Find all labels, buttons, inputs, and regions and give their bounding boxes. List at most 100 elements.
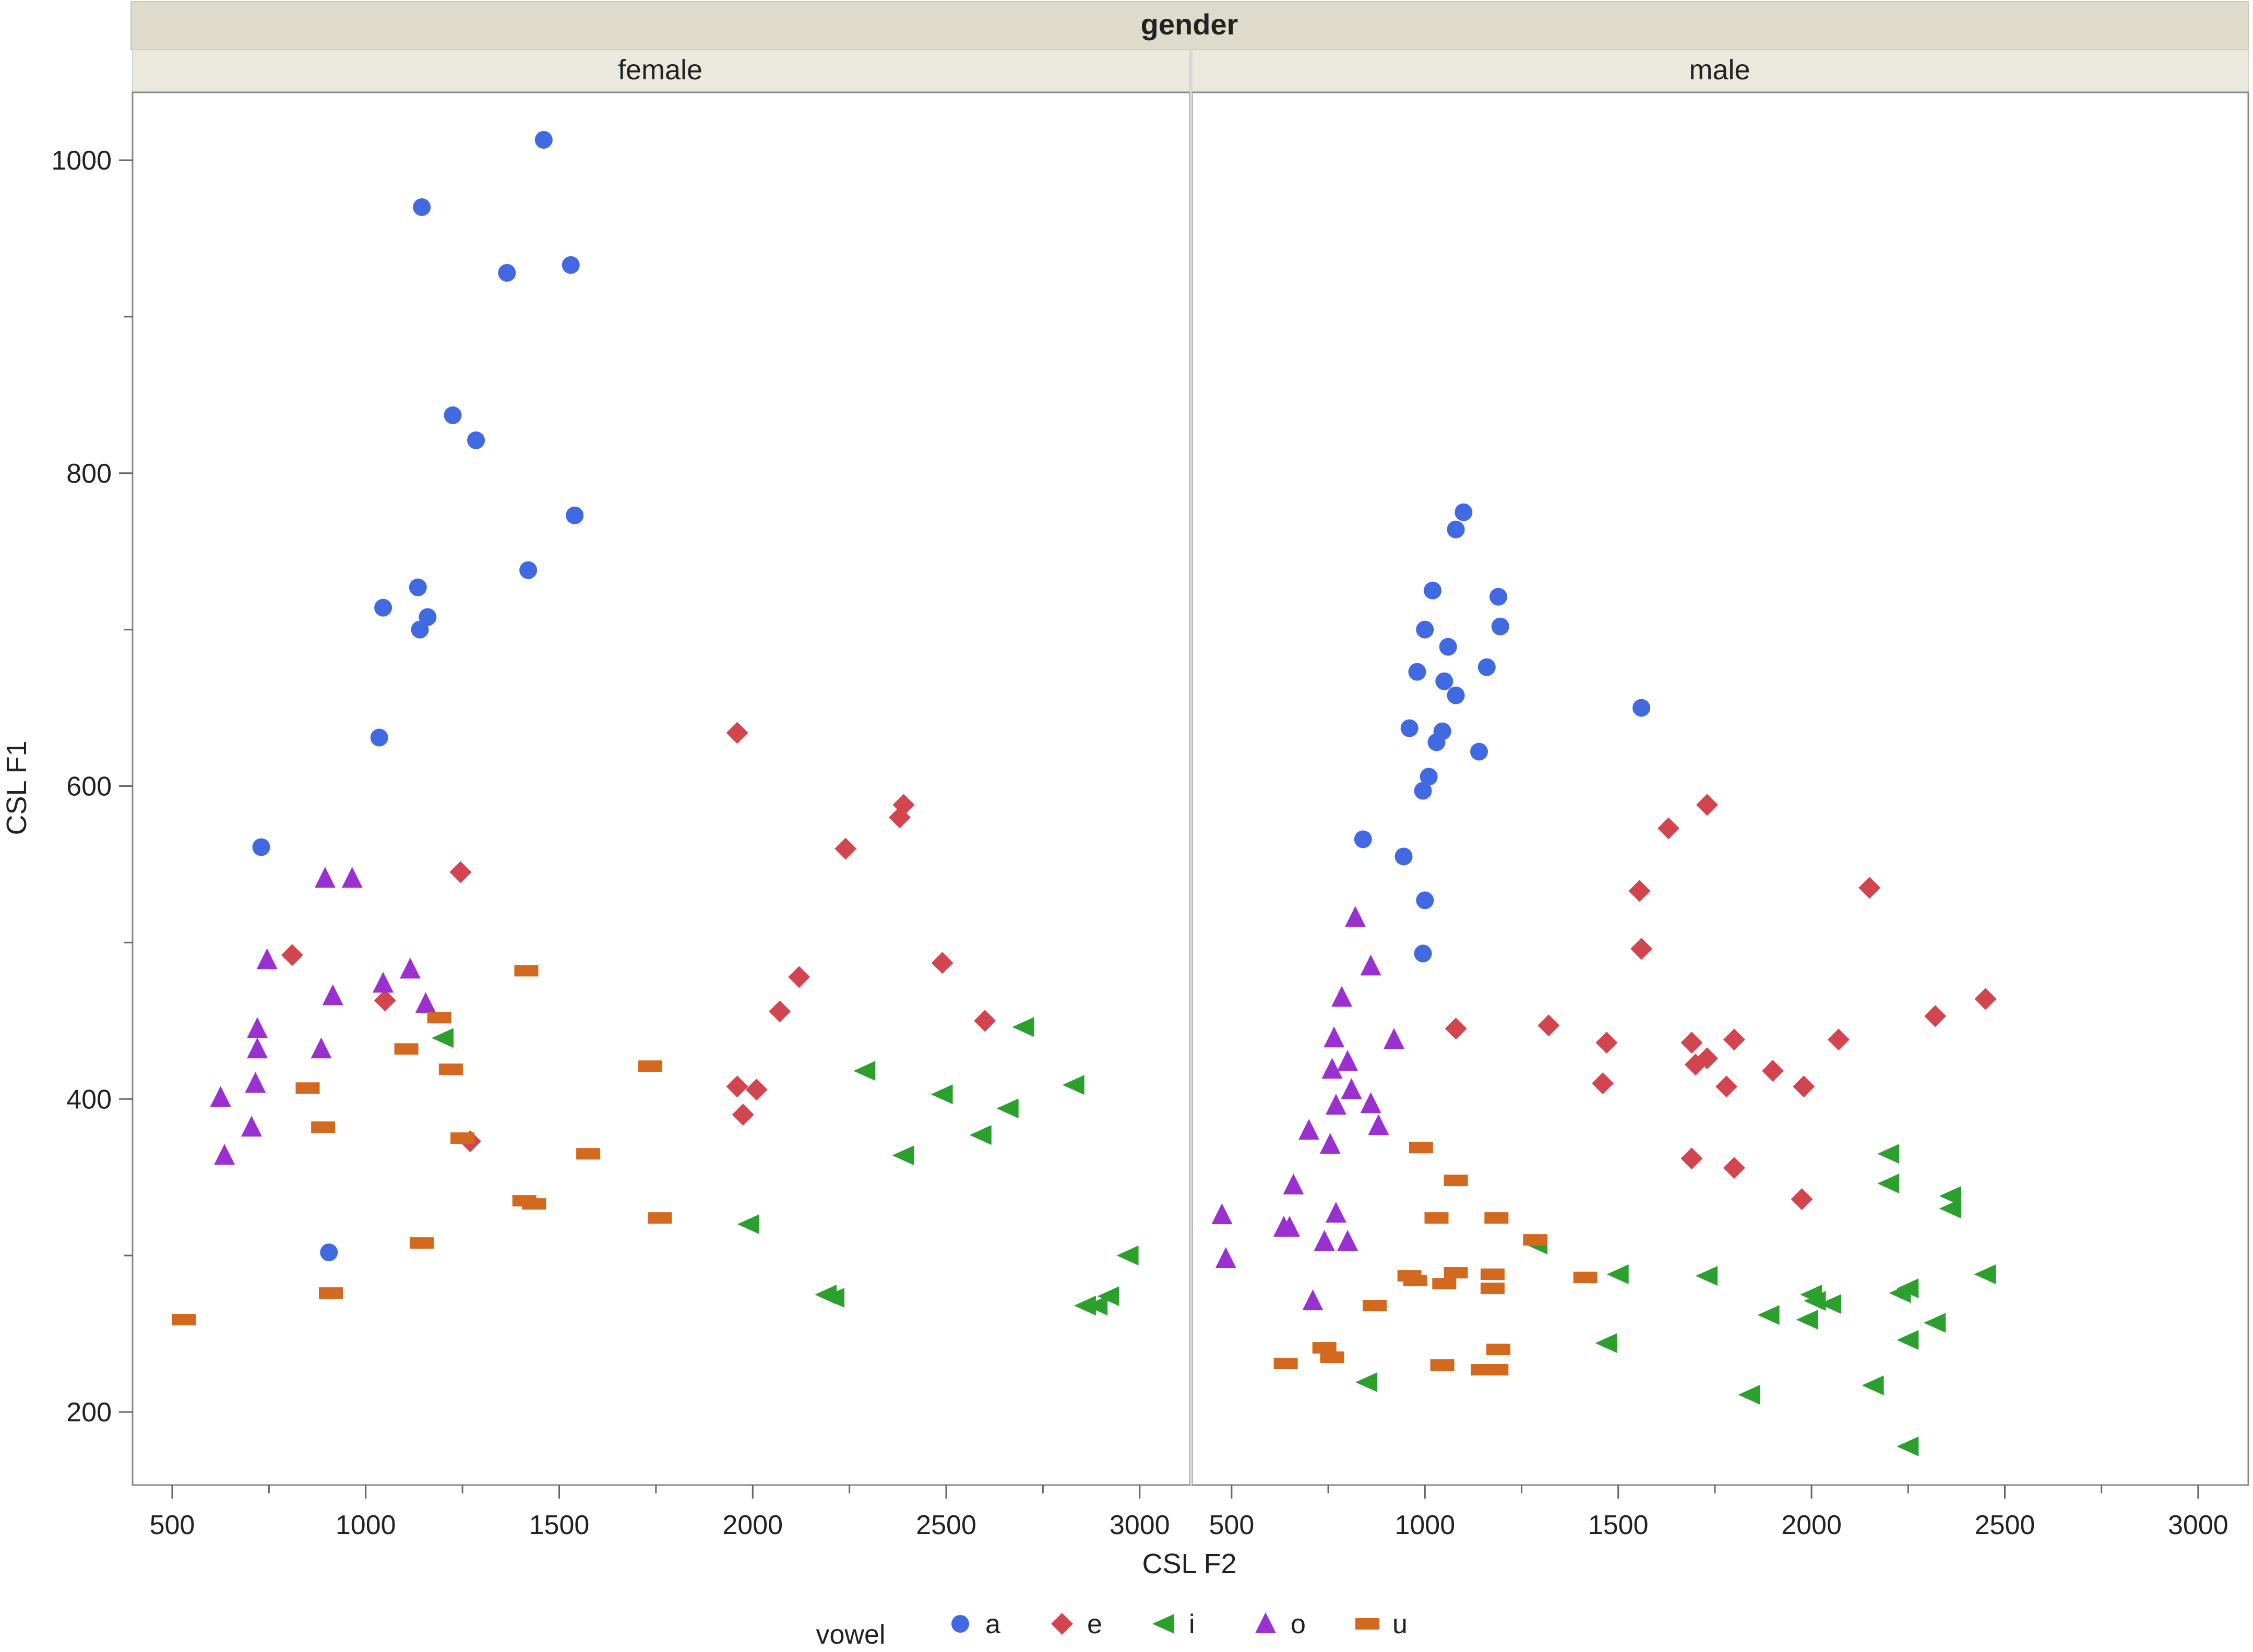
point-i-female <box>853 1061 876 1081</box>
point-e-female <box>374 989 396 1012</box>
x-tick-label: 500 <box>1209 1510 1255 1540</box>
point-o-female <box>341 867 363 888</box>
point-a-female <box>562 256 580 274</box>
plot-frame-male <box>1191 91 2249 1486</box>
point-e-female <box>788 966 810 988</box>
point-i-male <box>1877 1144 1900 1164</box>
point-u-female <box>311 1121 336 1133</box>
point-o-male <box>1360 954 1381 976</box>
point-i-male <box>1897 1330 1919 1350</box>
point-a-female <box>467 431 485 449</box>
point-e-male <box>1680 1147 1703 1170</box>
point-u-female <box>514 965 539 977</box>
point-i-female <box>1062 1075 1084 1095</box>
point-u-female <box>410 1237 434 1249</box>
point-e-female <box>745 1079 768 1101</box>
point-a-male <box>1632 699 1651 717</box>
point-u-male <box>1480 1283 1505 1295</box>
point-u-female <box>450 1132 475 1144</box>
point-o-male <box>1337 1230 1358 1251</box>
point-a-female <box>566 506 584 524</box>
point-o-male <box>1302 1289 1324 1311</box>
point-u-male <box>1484 1212 1509 1224</box>
point-i-male <box>1939 1199 1961 1219</box>
point-a-female <box>411 620 429 639</box>
point-u-female <box>576 1148 601 1160</box>
point-a-male <box>1354 830 1372 848</box>
legend-label-o: o <box>1291 1609 1306 1639</box>
point-i-male <box>1819 1294 1842 1314</box>
x-tick-label: 1000 <box>336 1510 396 1540</box>
point-o-male <box>1279 1216 1301 1237</box>
points-male <box>1211 503 1997 1456</box>
facet-header-band <box>130 1 2249 50</box>
point-i-female <box>892 1145 914 1166</box>
point-o-male <box>1314 1230 1335 1251</box>
point-e-male <box>1628 880 1651 902</box>
legend-marker-u <box>1355 1618 1379 1630</box>
point-u-female <box>648 1212 672 1224</box>
point-i-female <box>1074 1296 1096 1316</box>
point-i-female <box>1086 1296 1108 1316</box>
point-e-male <box>1630 938 1653 960</box>
x-tick-label: 2000 <box>722 1510 783 1540</box>
point-e-female <box>974 1010 996 1032</box>
point-o-male <box>1344 906 1366 927</box>
point-a-female <box>409 578 427 596</box>
legend-label-e: e <box>1087 1609 1102 1639</box>
point-o-female <box>245 1072 266 1093</box>
point-i-female <box>969 1125 992 1145</box>
point-u-male <box>1432 1278 1457 1290</box>
x-tick-label: 1000 <box>1394 1510 1455 1540</box>
point-u-female <box>295 1082 320 1094</box>
point-u-male <box>1312 1342 1337 1354</box>
point-u-male <box>1573 1272 1598 1284</box>
point-i-female <box>737 1214 759 1235</box>
point-e-female <box>889 806 911 829</box>
point-o-female <box>311 1037 332 1059</box>
point-o-male <box>1211 1203 1233 1225</box>
point-e-female <box>732 1104 754 1126</box>
point-e-male <box>1827 1028 1850 1051</box>
point-a-male <box>1414 782 1432 800</box>
point-e-male <box>1723 1028 1745 1051</box>
point-u-male <box>1523 1234 1547 1246</box>
point-e-female <box>449 861 472 883</box>
point-o-male <box>1331 986 1353 1007</box>
point-a-female <box>498 264 516 282</box>
legend-marker-a <box>951 1615 969 1633</box>
point-a-male <box>1424 581 1442 600</box>
point-o-female <box>314 867 336 888</box>
point-a-female <box>534 131 553 149</box>
point-i-male <box>1355 1372 1378 1393</box>
point-u-female <box>172 1314 196 1326</box>
legend: vowel a e i o u <box>816 1609 1408 1650</box>
point-u-male <box>1273 1358 1298 1370</box>
point-o-male <box>1215 1247 1236 1268</box>
point-e-male <box>1793 1075 1815 1098</box>
point-e-male <box>1761 1060 1784 1082</box>
point-u-male <box>1480 1268 1505 1280</box>
point-o-female <box>247 1037 268 1059</box>
point-o-male <box>1368 1114 1389 1135</box>
point-u-female <box>522 1198 546 1210</box>
point-o-male <box>1319 1133 1341 1154</box>
point-e-male <box>1974 988 1997 1010</box>
x-tick-label: 1500 <box>529 1510 590 1540</box>
point-a-female <box>320 1243 338 1262</box>
panel-label-male: male <box>1689 54 1750 86</box>
point-i-female <box>1116 1246 1139 1266</box>
point-i-male <box>1877 1174 1900 1194</box>
point-a-male <box>1416 891 1434 909</box>
point-e-female <box>931 952 953 974</box>
point-a-male <box>1408 663 1426 681</box>
point-u-male <box>1444 1175 1468 1187</box>
point-e-male <box>1723 1157 1745 1179</box>
legend-title: vowel <box>816 1620 886 1649</box>
point-e-male <box>1715 1075 1738 1098</box>
point-u-female <box>427 1012 451 1024</box>
point-a-male <box>1477 658 1496 676</box>
point-u-female <box>394 1043 419 1055</box>
y-tick-label: 1000 <box>51 146 112 176</box>
point-a-male <box>1416 620 1434 639</box>
